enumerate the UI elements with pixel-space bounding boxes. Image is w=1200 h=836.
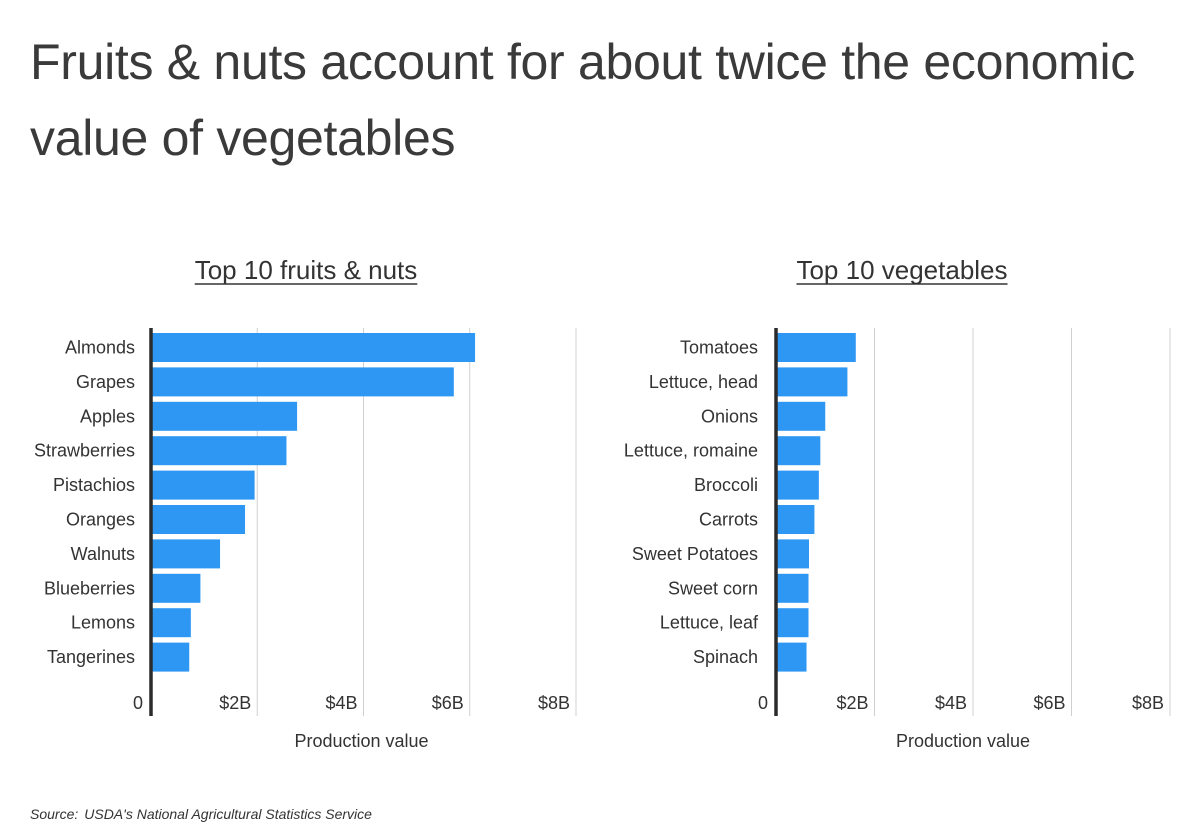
vegetables-category-label: Onions: [701, 406, 758, 426]
vegetables-category-label: Tomatoes: [680, 338, 758, 358]
fruits-bar: [151, 539, 221, 569]
vegetables-bar: [776, 470, 819, 500]
vegetables-category-label: Lettuce, head: [649, 372, 758, 392]
fruits-category-label: Blueberries: [44, 578, 135, 598]
fruits-chart-title: Top 10 fruits & nuts: [195, 255, 418, 285]
fruits-category-label: Pistachios: [53, 475, 135, 495]
fruits-x-tick-label: $2B: [219, 693, 251, 713]
vegetables-bar: [776, 333, 856, 362]
vegetables-x-tick-label: $2B: [836, 693, 868, 713]
fruits-bar: [151, 470, 255, 500]
vegetables-bar: [776, 367, 848, 397]
vegetables-category-label: Lettuce, leaf: [660, 613, 759, 633]
vegetables-bar: [776, 505, 815, 534]
vegetables-bar: [776, 401, 826, 431]
fruits-bar: [151, 401, 298, 431]
vegetables-bar: [776, 539, 809, 569]
fruits-x-tick-label: $4B: [325, 693, 357, 713]
vegetables-x-tick-label: 0: [758, 693, 768, 713]
fruits-bar: [151, 436, 287, 466]
vegetables-category-label: Sweet Potatoes: [632, 544, 758, 564]
fruits-bar: [151, 642, 190, 672]
fruits-x-tick-label: $6B: [432, 693, 464, 713]
source-text: USDA's National Agricultural Statistics …: [84, 806, 372, 822]
fruits-category-label: Walnuts: [71, 544, 135, 564]
fruits-category-label: Almonds: [65, 338, 135, 358]
fruits-category-label: Tangerines: [47, 647, 135, 667]
fruits-category-label: Grapes: [76, 372, 135, 392]
fruits-x-tick-label: $8B: [538, 693, 570, 713]
vegetables-x-tick-label: $6B: [1033, 693, 1065, 713]
fruits-bar: [151, 333, 476, 362]
fruits-bar: [151, 608, 191, 638]
vegetables-x-tick-label: $4B: [935, 693, 967, 713]
vegetables-category-label: Broccoli: [694, 475, 758, 495]
fruits-bar: [151, 573, 201, 603]
vegetables-bar: [776, 436, 821, 466]
vegetables-bar: [776, 642, 807, 672]
vegetables-bar: [776, 573, 809, 603]
fruits-x-tick-label: 0: [133, 693, 143, 713]
vegetables-x-tick-label: $8B: [1132, 693, 1164, 713]
vegetables-category-label: Lettuce, romaine: [624, 441, 758, 461]
vegetables-category-label: Carrots: [699, 510, 758, 530]
fruits-category-label: Strawberries: [34, 441, 135, 461]
vegetables-category-label: Spinach: [693, 647, 758, 667]
fruits-x-axis-label: Production value: [294, 731, 428, 751]
vegetables-x-axis-label: Production value: [896, 731, 1030, 751]
fruits-category-label: Apples: [80, 406, 135, 426]
fruits-bar: [151, 367, 454, 397]
fruits-category-label: Oranges: [66, 510, 135, 530]
vegetables-chart-title: Top 10 vegetables: [796, 255, 1007, 285]
fruits-bar: [151, 505, 246, 534]
fruits-category-label: Lemons: [71, 613, 135, 633]
source-note: Source: USDA's National Agricultural Stat…: [30, 806, 372, 822]
page-title: Fruits & nuts account for about twice th…: [30, 34, 1135, 166]
source-label: Source:: [30, 806, 79, 822]
vegetables-bar: [776, 608, 809, 638]
vegetables-category-label: Sweet corn: [668, 578, 758, 598]
